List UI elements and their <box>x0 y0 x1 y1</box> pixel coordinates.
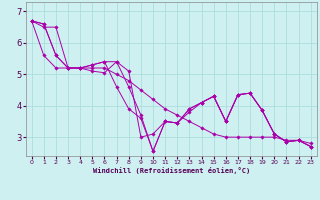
X-axis label: Windchill (Refroidissement éolien,°C): Windchill (Refroidissement éolien,°C) <box>92 167 250 174</box>
